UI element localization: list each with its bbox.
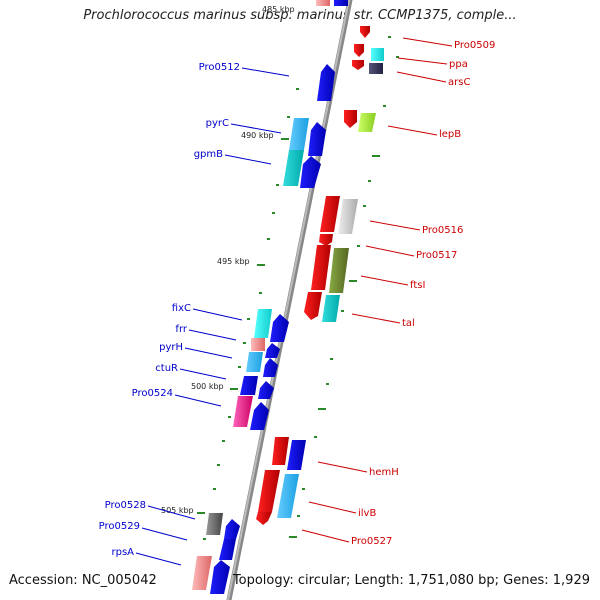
gene-block[interactable] xyxy=(192,556,212,590)
gene-label[interactable]: gpmB xyxy=(194,149,223,160)
gene-label[interactable]: hemH xyxy=(369,467,399,478)
gene-block[interactable] xyxy=(240,376,258,395)
gene-arrow[interactable] xyxy=(360,26,370,38)
gene-block[interactable] xyxy=(277,474,299,518)
gene-block[interactable] xyxy=(206,513,223,535)
gene-label[interactable]: frr xyxy=(175,324,187,335)
gene-label[interactable]: fixC xyxy=(172,303,191,314)
gene-block[interactable] xyxy=(254,309,272,338)
gene-label[interactable]: Pro0527 xyxy=(351,536,392,547)
gene-block[interactable] xyxy=(338,199,358,234)
gene-label[interactable]: ilvB xyxy=(358,508,376,519)
gene-label[interactable]: ftsI xyxy=(410,280,425,291)
gene-label[interactable]: Pro0509 xyxy=(454,40,495,51)
leader-lines-left xyxy=(135,67,290,566)
gene-block[interactable] xyxy=(369,63,383,74)
gene-block[interactable] xyxy=(251,338,265,351)
tick-marks-right xyxy=(289,36,399,538)
gene-label[interactable]: tal xyxy=(402,318,415,329)
gene-label[interactable]: Pro0529 xyxy=(99,521,140,532)
gene-block[interactable] xyxy=(358,113,376,132)
gene-label[interactable]: Pro0528 xyxy=(105,500,146,511)
labels-right: Pro0509 ppa arsC lepB Pro0516 Pro0517 ft… xyxy=(351,40,495,547)
gene-label[interactable]: Pro0516 xyxy=(422,225,463,236)
gene-block[interactable] xyxy=(311,245,331,290)
gene-arrow[interactable] xyxy=(258,381,274,399)
gene-arrow[interactable] xyxy=(304,292,322,320)
gene-arrow[interactable] xyxy=(270,314,289,342)
kbp-marker: 485 kbp xyxy=(262,5,295,14)
map-title: Prochlorococcus marinus subsp. marinus s… xyxy=(83,8,517,23)
gene-label[interactable]: rpsA xyxy=(111,547,134,558)
forward-strand-genes xyxy=(192,0,348,594)
accession-label: Accession: NC_005042 xyxy=(9,573,157,588)
gene-label[interactable]: Pro0524 xyxy=(132,388,173,399)
gene-label[interactable]: arsC xyxy=(448,77,470,88)
gene-arrow[interactable] xyxy=(224,519,240,539)
gene-arrow[interactable] xyxy=(352,60,364,70)
gene-block[interactable] xyxy=(322,295,340,322)
gene-block[interactable] xyxy=(287,440,306,470)
gene-arrow[interactable] xyxy=(265,343,280,358)
gene-arrow[interactable] xyxy=(308,122,326,156)
gene-block[interactable] xyxy=(283,150,304,186)
gene-block[interactable] xyxy=(316,0,330,6)
kbp-marker: 495 kbp xyxy=(217,257,250,266)
leader-lines-right xyxy=(301,37,453,543)
gene-arrow[interactable] xyxy=(256,512,272,525)
gene-arrow[interactable] xyxy=(354,44,364,57)
gene-label[interactable]: pyrH xyxy=(159,342,183,353)
gene-label[interactable]: lepB xyxy=(439,129,461,140)
gene-block[interactable] xyxy=(219,539,236,560)
gene-arrow[interactable] xyxy=(210,560,230,594)
gene-block[interactable] xyxy=(371,48,384,61)
reverse-strand-genes xyxy=(256,26,384,525)
gene-block[interactable] xyxy=(258,470,280,512)
gene-label[interactable]: ctuR xyxy=(155,363,178,374)
gene-block[interactable] xyxy=(233,396,253,427)
gene-block[interactable] xyxy=(272,437,289,465)
gene-block[interactable] xyxy=(320,196,340,232)
labels-left: Pro0512 pyrC gpmB fixC frr pyrH ctuR Pro… xyxy=(99,62,240,558)
gene-block[interactable] xyxy=(334,0,348,6)
gene-block[interactable] xyxy=(289,118,309,150)
gene-block[interactable] xyxy=(246,352,263,372)
kbp-marker: 500 kbp xyxy=(191,382,224,391)
gene-block[interactable] xyxy=(329,248,349,293)
gene-arrow[interactable] xyxy=(317,64,335,101)
gene-arrow[interactable] xyxy=(263,358,278,377)
gene-arrow[interactable] xyxy=(344,110,357,128)
gene-arrow[interactable] xyxy=(300,156,321,188)
topology-label: Topology: circular; Length: 1,751,080 bp… xyxy=(232,573,590,588)
gene-arrow[interactable] xyxy=(250,402,269,430)
kbp-marker: 505 kbp xyxy=(161,506,194,515)
gene-label[interactable]: Pro0517 xyxy=(416,250,457,261)
gene-label[interactable]: ppa xyxy=(449,59,468,70)
gene-label[interactable]: pyrC xyxy=(206,118,229,129)
gene-arrow[interactable] xyxy=(319,234,333,246)
kbp-marker: 490 kbp xyxy=(241,131,274,140)
gene-label[interactable]: Pro0512 xyxy=(199,62,240,73)
